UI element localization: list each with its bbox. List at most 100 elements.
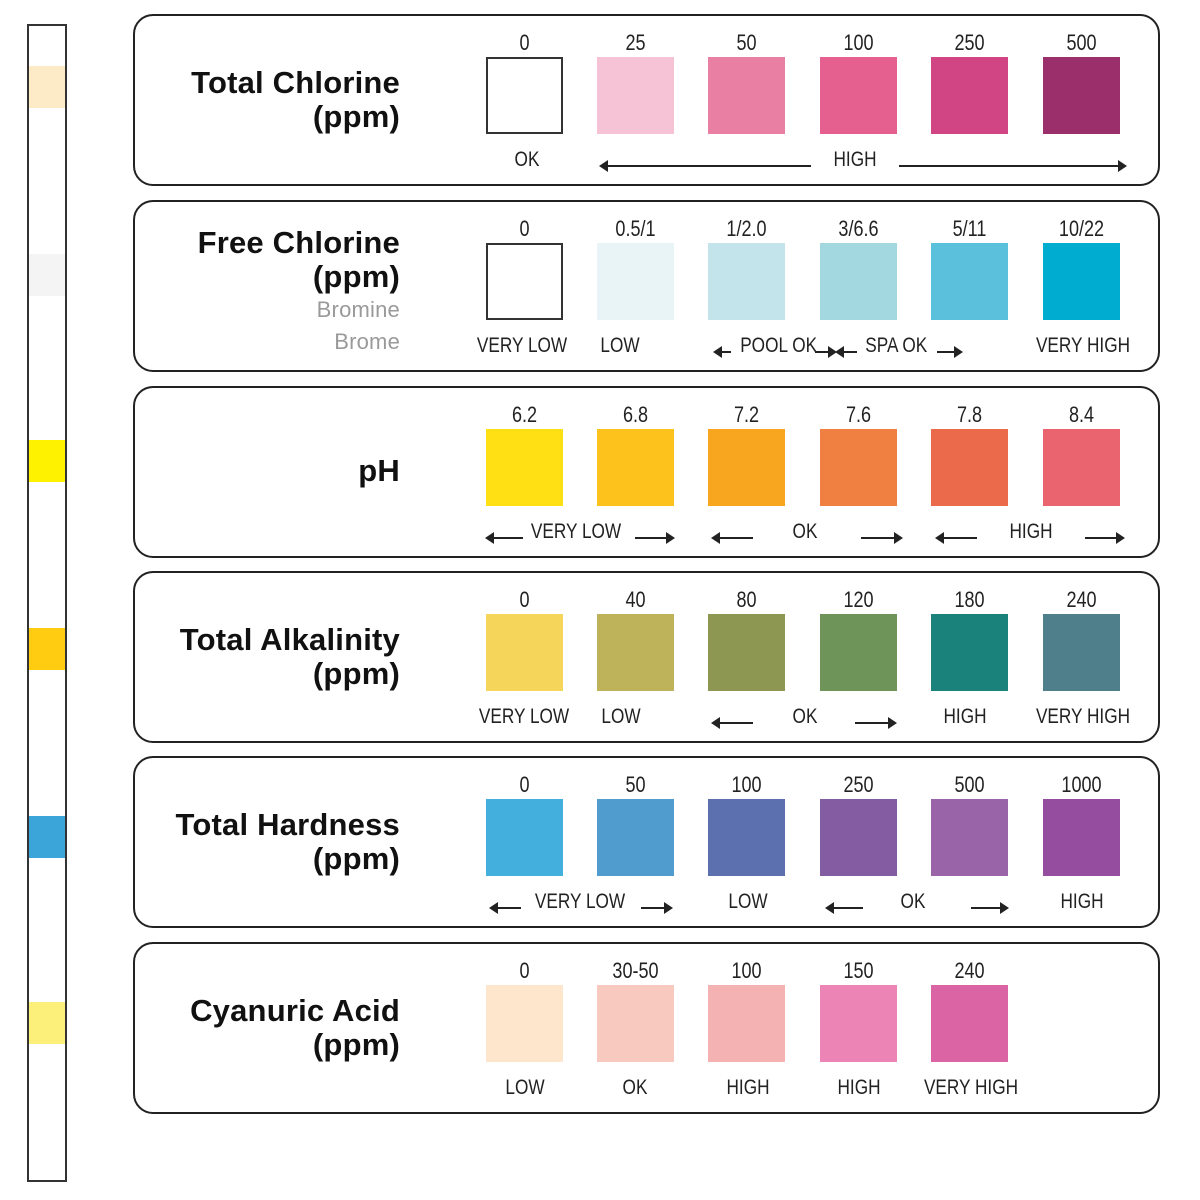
swatch-value: 0 bbox=[519, 30, 530, 55]
panel-title: Total Alkalinity (ppm) bbox=[180, 623, 400, 691]
arrow-right-icon bbox=[971, 902, 1009, 914]
range-label-low: LOW bbox=[728, 890, 768, 913]
range-label-high: HIGH bbox=[1009, 520, 1053, 543]
title-line-1: Total Alkalinity bbox=[179, 622, 400, 657]
arrow-right-icon bbox=[1085, 532, 1125, 544]
range-label-very-low: VERY LOW bbox=[530, 520, 622, 543]
color-swatch bbox=[820, 985, 897, 1062]
strip-pad-cyanuric-acid bbox=[29, 1002, 65, 1044]
swatch-value: 0 bbox=[519, 587, 530, 612]
color-swatch bbox=[486, 57, 563, 134]
swatch-value: 7.6 bbox=[845, 402, 872, 427]
color-swatch bbox=[597, 799, 674, 876]
range-label-high: HIGH bbox=[833, 148, 877, 171]
range-labels: VERY LOW LOW POOL OK SPA OK VERY HIGH bbox=[475, 334, 1155, 364]
panel-free-chlorine: Free Chlorine (ppm) Bromine Brome 0 0.5/… bbox=[133, 200, 1160, 372]
arrow-right-icon bbox=[635, 532, 675, 544]
range-label-ok: OK bbox=[792, 705, 818, 728]
swatch-value: 5/11 bbox=[952, 216, 987, 241]
color-swatch bbox=[597, 57, 674, 134]
color-swatch bbox=[1043, 799, 1120, 876]
range-labels: VERY LOW OK HIGH bbox=[475, 520, 1155, 550]
arrow-right-icon bbox=[855, 717, 897, 729]
range-label-spa-ok: SPA OK bbox=[865, 334, 928, 357]
arrow-right-icon bbox=[815, 346, 837, 358]
color-swatch bbox=[1043, 614, 1120, 691]
subtitle-brome: Brome bbox=[334, 329, 400, 354]
strip-pad-ph bbox=[29, 440, 65, 482]
arrow-right-icon bbox=[641, 902, 673, 914]
color-swatch bbox=[931, 985, 1008, 1062]
color-swatch bbox=[708, 429, 785, 506]
color-swatch bbox=[1043, 243, 1120, 320]
swatch-value: 1000 bbox=[1061, 772, 1102, 797]
swatch-value: 500 bbox=[1066, 30, 1097, 55]
color-swatch bbox=[931, 243, 1008, 320]
swatch-value: 250 bbox=[843, 772, 874, 797]
title-line-2: (ppm) bbox=[312, 259, 400, 294]
arrow-left-icon bbox=[711, 532, 753, 544]
color-swatch bbox=[597, 614, 674, 691]
subtitle-bromine: Bromine bbox=[316, 297, 400, 322]
range-label-ok: OK bbox=[900, 890, 926, 913]
strip-pad-total-hardness bbox=[29, 816, 65, 858]
color-swatch bbox=[931, 429, 1008, 506]
strip-pad-total-alkalinity bbox=[29, 628, 65, 670]
swatch-value: 100 bbox=[843, 30, 874, 55]
title-line-1: Free Chlorine bbox=[197, 225, 400, 260]
range-labels: OK HIGH bbox=[475, 148, 1155, 178]
range-labels: LOW OK HIGH HIGH VERY HIGH bbox=[475, 1076, 1155, 1106]
color-swatch bbox=[820, 799, 897, 876]
range-label-pool-ok: POOL OK bbox=[740, 334, 818, 357]
swatch-value: 100 bbox=[731, 772, 762, 797]
range-label-very-low: VERY LOW bbox=[476, 334, 568, 357]
panel-title: Total Chlorine (ppm) bbox=[191, 66, 400, 134]
title-line-2: (ppm) bbox=[312, 656, 400, 691]
swatch-value: 40 bbox=[625, 587, 646, 612]
panel-total-hardness: Total Hardness (ppm) 0 50 100 250 500 10… bbox=[133, 756, 1160, 928]
panel-title: Total Hardness (ppm) bbox=[176, 808, 400, 876]
range-label-very-low: VERY LOW bbox=[478, 705, 570, 728]
arrow-left-icon bbox=[713, 346, 731, 358]
title-line-1: Total Hardness bbox=[175, 807, 400, 842]
arrow-left-icon bbox=[489, 902, 521, 914]
title-line-2: (ppm) bbox=[312, 841, 400, 876]
range-label-very-high: VERY HIGH bbox=[1035, 334, 1131, 357]
color-swatch bbox=[597, 243, 674, 320]
test-strip bbox=[27, 24, 67, 1182]
swatch-value: 0 bbox=[519, 216, 530, 241]
color-swatch bbox=[708, 614, 785, 691]
range-label-low: LOW bbox=[601, 705, 641, 728]
panel-ph: pH 6.2 6.8 7.2 7.6 7.8 8.4 VERY LOW OK H… bbox=[133, 386, 1160, 558]
color-swatch bbox=[820, 614, 897, 691]
color-swatch bbox=[820, 243, 897, 320]
title-line-1: Cyanuric Acid bbox=[190, 993, 400, 1028]
swatch-value: 0 bbox=[519, 958, 530, 983]
swatch-value: 30-50 bbox=[612, 958, 659, 983]
range-label-ok: OK bbox=[622, 1076, 648, 1099]
range-label-very-high: VERY HIGH bbox=[1035, 705, 1131, 728]
range-label-high: HIGH bbox=[837, 1076, 881, 1099]
title-line-1: Total Chlorine bbox=[191, 65, 400, 100]
range-label-ok: OK bbox=[514, 148, 540, 171]
color-swatch bbox=[486, 614, 563, 691]
swatch-value: 80 bbox=[736, 587, 757, 612]
swatch-value: 7.2 bbox=[733, 402, 760, 427]
swatch-value: 250 bbox=[954, 30, 985, 55]
range-label-high: HIGH bbox=[726, 1076, 770, 1099]
title-line-2: (ppm) bbox=[312, 99, 400, 134]
color-swatch bbox=[486, 243, 563, 320]
color-swatch bbox=[708, 243, 785, 320]
swatch-value: 150 bbox=[843, 958, 874, 983]
arrow-left-icon bbox=[935, 532, 977, 544]
color-swatch bbox=[486, 799, 563, 876]
swatch-value: 7.8 bbox=[956, 402, 983, 427]
arrow-left-icon bbox=[599, 160, 811, 172]
swatch-value: 50 bbox=[736, 30, 757, 55]
arrow-right-icon bbox=[899, 160, 1127, 172]
swatch-value: 240 bbox=[954, 958, 985, 983]
strip-pad-total-chlorine bbox=[29, 66, 65, 108]
color-swatch bbox=[486, 985, 563, 1062]
title-line-2: (ppm) bbox=[312, 1027, 400, 1062]
swatch-value: 100 bbox=[731, 958, 762, 983]
